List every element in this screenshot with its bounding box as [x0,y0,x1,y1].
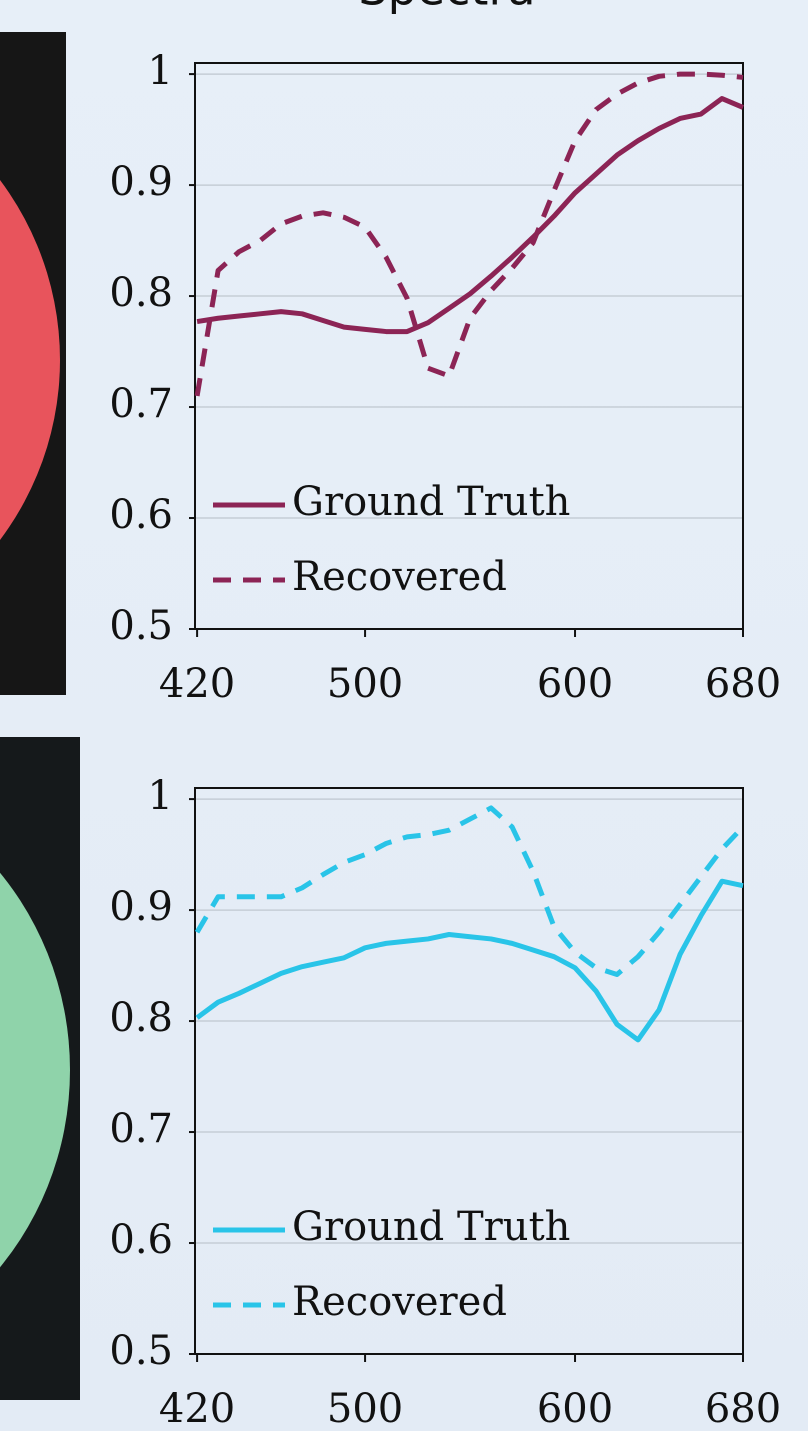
plot-frame [195,788,743,1354]
x-tick-label: 680 [705,661,781,707]
y-tick-label: 1 [148,773,173,819]
page: Spectra 0.5 0.6 0.7 0.8 0.9 1 420 500 600 680 Grou… [0,0,808,1431]
y-tick-label: 0.6 [109,1217,173,1263]
x-tick-label: 420 [159,1386,235,1431]
series-line [197,881,743,1040]
y-tick-label: 0.8 [109,995,173,1041]
legend-label: Recovered [292,1279,507,1325]
y-tick-label: 0.5 [109,603,173,649]
x-tick-label: 600 [537,661,613,707]
y-tick-label: 0.5 [109,1328,173,1374]
x-tick-label: 600 [537,1386,613,1431]
y-tick-label: 0.8 [109,270,173,316]
x-tick-label: 500 [327,1386,403,1431]
legend-label: Recovered [292,554,507,600]
y-tick-label: 0.7 [109,1106,173,1152]
photo-red [0,32,66,695]
y-tick-label: 0.6 [109,492,173,538]
photo-green [0,737,80,1400]
y-tick-label: 1 [148,48,173,94]
x-tick-label: 680 [705,1386,781,1431]
x-tick-label: 500 [327,661,403,707]
y-tick-label: 0.9 [109,159,173,205]
figure-title: Spectra [358,0,535,16]
series-line [197,808,743,974]
legend-label: Ground Truth [292,479,570,525]
y-tick-label: 0.9 [109,884,173,930]
x-tick-label: 420 [159,661,235,707]
y-tick-label: 0.7 [109,381,173,427]
legend-label: Ground Truth [292,1204,570,1250]
series-line [197,74,743,396]
figure: Spectra 0.5 0.6 0.7 0.8 0.9 1 420 500 600 680 Grou… [0,0,808,1431]
plot-frame [195,63,743,629]
